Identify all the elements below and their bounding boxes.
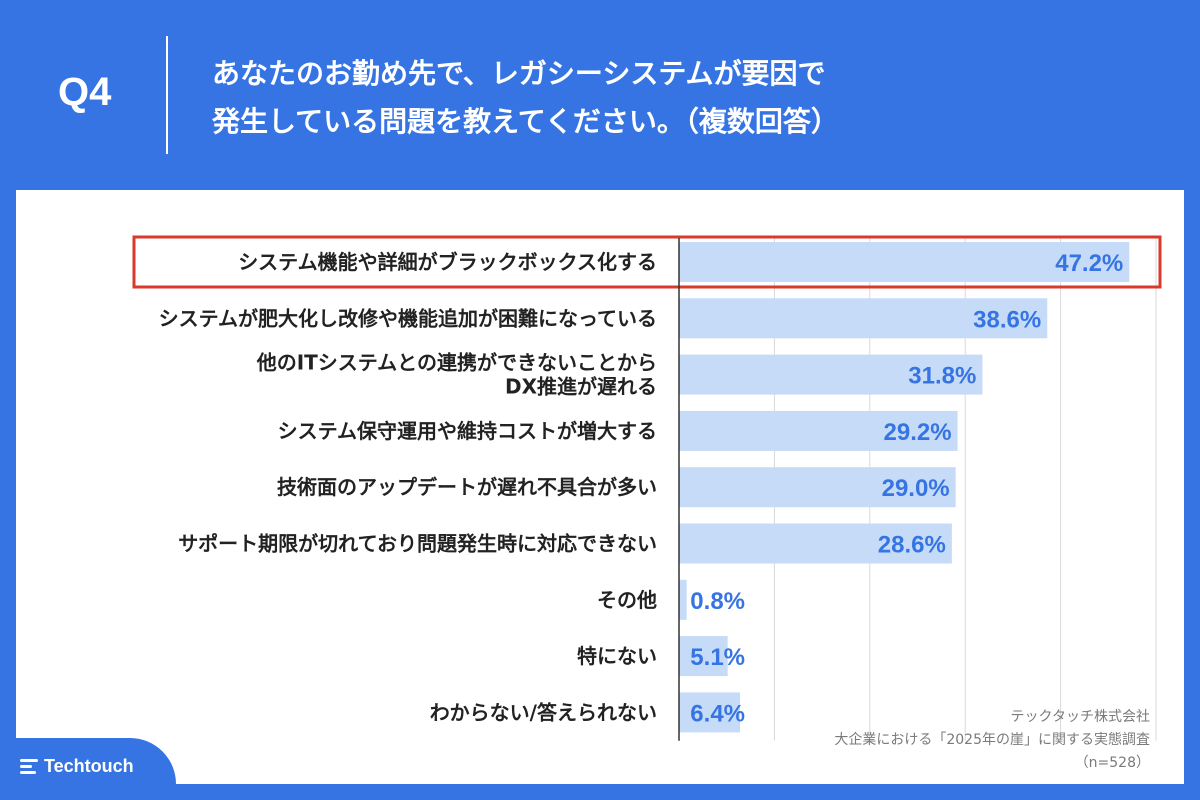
value-label: 5.1%	[690, 644, 745, 671]
question-number: Q4	[58, 70, 112, 114]
brand-name: Techtouch	[44, 756, 134, 776]
credit-company: テックタッチ株式会社	[1010, 709, 1150, 725]
bar	[679, 354, 983, 395]
source-credit: テックタッチ株式会社 大企業における「2025年の崖」に関する実態調査 （n=5…	[834, 706, 1150, 775]
value-label: 29.0%	[882, 475, 950, 502]
chart-panel: 47.2% システム機能や詳細がブラックボックス化する 38.6% システムが肥大化し…	[16, 190, 1184, 784]
category-label: わからない/答えられない	[430, 700, 657, 724]
category-label: 技術面のアップデートが遅れ不具合が多い	[277, 475, 657, 499]
value-label: 0.8%	[690, 588, 745, 615]
value-label: 47.2%	[1055, 250, 1123, 277]
bar	[679, 467, 956, 508]
header: Q4 あなたのお勤め先で、レガシーシステムが要因で 発生している問題を教えてくだ…	[0, 0, 1200, 190]
bar	[679, 579, 687, 620]
category-label: 特にない	[577, 644, 657, 668]
bar	[679, 410, 958, 451]
bar	[679, 298, 1048, 339]
header-divider	[166, 36, 168, 154]
bar	[679, 523, 952, 564]
value-label: 38.6%	[973, 306, 1041, 333]
category-label: システム保守運用や維持コストが増大する	[278, 419, 657, 443]
value-label: 29.2%	[884, 419, 952, 446]
brand-badge: Techtouch	[0, 738, 176, 800]
category-label: サポート期限が切れており問題発生時に対応できない	[178, 532, 657, 556]
bar	[679, 692, 741, 733]
highlight-box	[132, 235, 1162, 289]
category-label: 他のITシステムとの連携ができないことから	[256, 351, 657, 375]
value-label: 31.8%	[908, 363, 976, 390]
bar	[679, 636, 728, 677]
question-title-line-2: 発生している問題を教えてください。（複数回答）	[212, 105, 839, 138]
value-label: 6.4%	[690, 700, 745, 727]
question-title-line-1: あなたのお勤め先で、レガシーシステムが要因で	[212, 57, 826, 90]
category-label: システム機能や詳細がブラックボックス化する	[238, 250, 657, 274]
credit-sample: （n=528）	[1074, 755, 1150, 771]
bar-chart: 47.2% システム機能や詳細がブラックボックス化する 38.6% システムが肥大化し…	[132, 235, 1162, 741]
bar	[679, 242, 1130, 282]
credit-survey: 大企業における「2025年の崖」に関する実態調査	[834, 732, 1150, 748]
question-title: あなたのお勤め先で、レガシーシステムが要因で 発生している問題を教えてください。…	[212, 50, 1172, 146]
category-label: システムが肥大化し改修や機能追加が困難になっている	[159, 306, 657, 330]
category-label: その他	[597, 588, 657, 612]
techtouch-logo-icon	[20, 758, 40, 776]
value-label: 28.6%	[878, 532, 946, 559]
category-label: DX推進が遅れる	[505, 375, 657, 399]
